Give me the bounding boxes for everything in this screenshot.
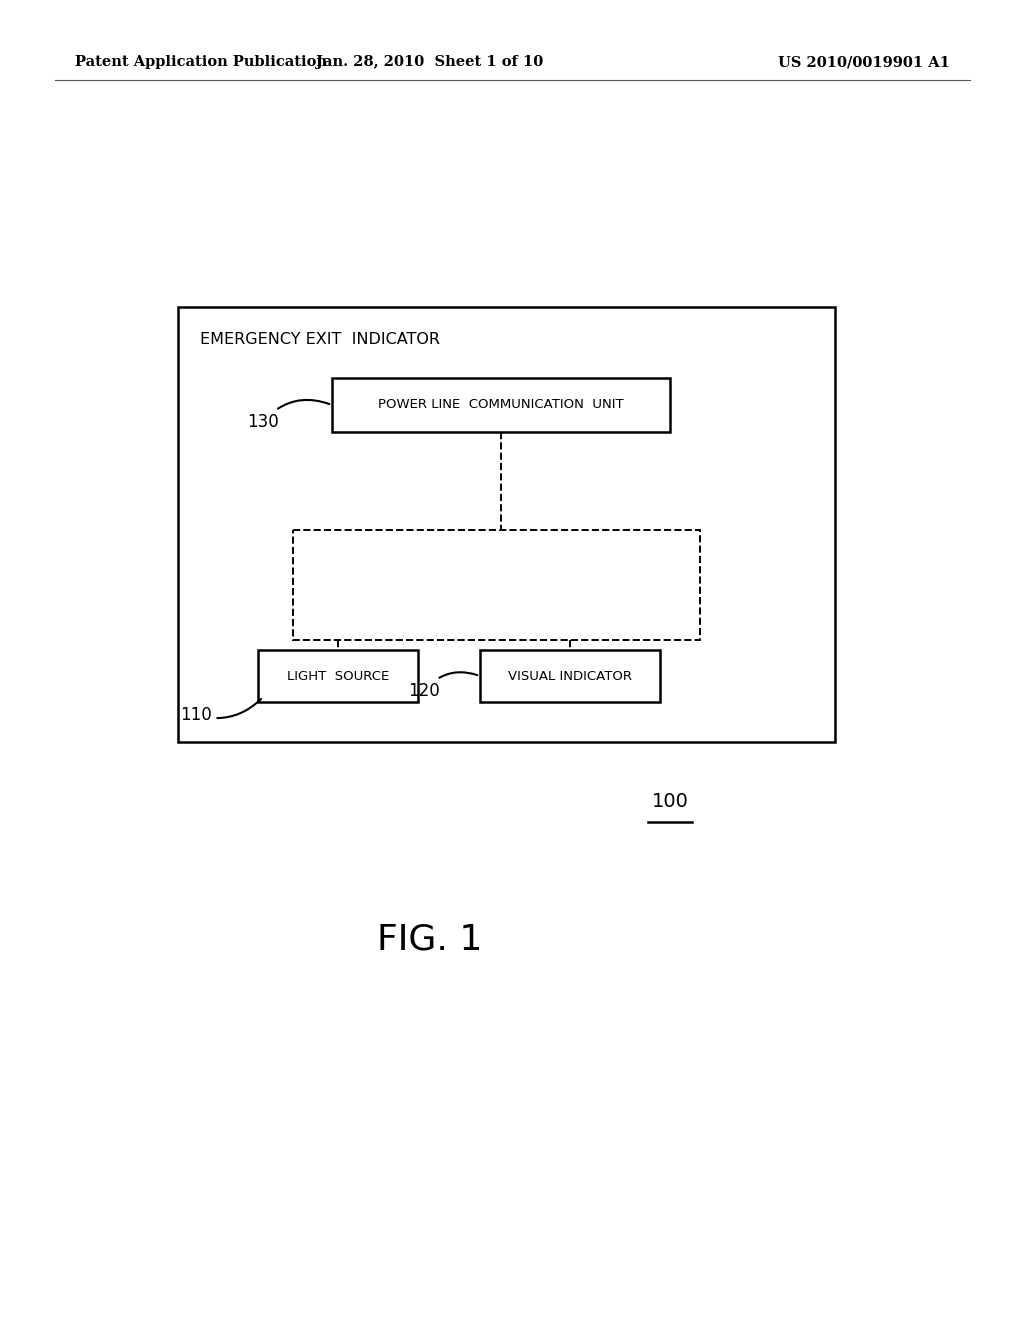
- Text: Jan. 28, 2010  Sheet 1 of 10: Jan. 28, 2010 Sheet 1 of 10: [316, 55, 544, 69]
- Bar: [480, 649, 660, 702]
- Bar: [293, 531, 700, 640]
- Bar: [258, 649, 418, 702]
- Text: US 2010/0019901 A1: US 2010/0019901 A1: [778, 55, 950, 69]
- Text: 100: 100: [651, 792, 688, 810]
- Text: LIGHT  SOURCE: LIGHT SOURCE: [287, 669, 389, 682]
- Text: VISUAL INDICATOR: VISUAL INDICATOR: [508, 669, 632, 682]
- Text: 130: 130: [247, 400, 330, 432]
- Text: Patent Application Publication: Patent Application Publication: [75, 55, 327, 69]
- Text: EMERGENCY EXIT  INDICATOR: EMERGENCY EXIT INDICATOR: [200, 331, 440, 346]
- Bar: [332, 378, 670, 432]
- Text: POWER LINE  COMMUNICATION  UNIT: POWER LINE COMMUNICATION UNIT: [378, 399, 624, 412]
- Text: 120: 120: [408, 672, 477, 700]
- Bar: [178, 308, 835, 742]
- Text: FIG. 1: FIG. 1: [377, 923, 482, 957]
- Text: 110: 110: [180, 700, 261, 723]
